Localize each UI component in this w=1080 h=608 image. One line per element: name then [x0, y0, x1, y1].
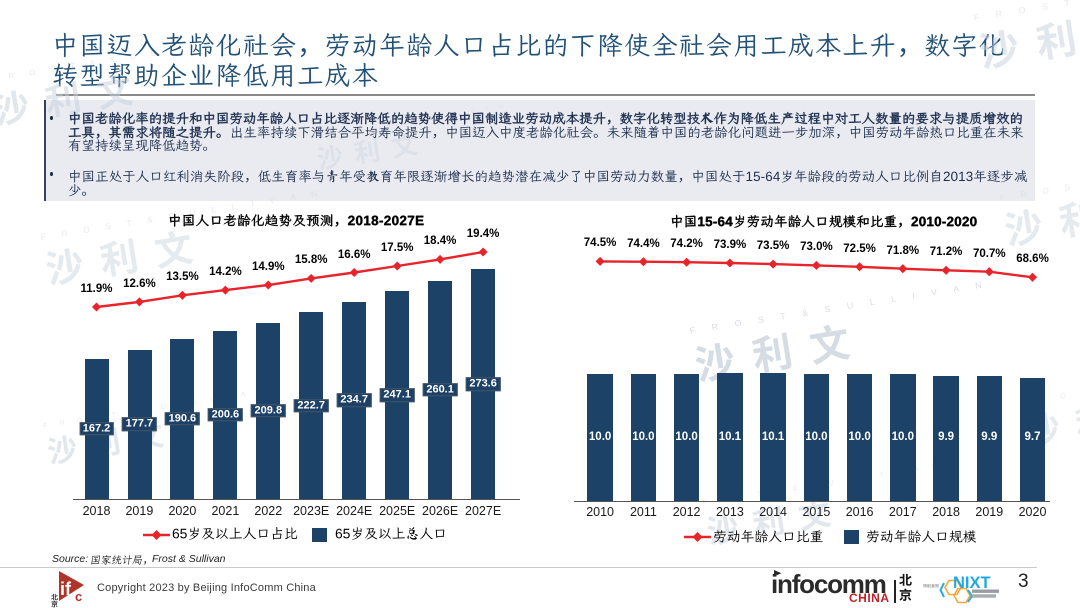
svg-text:if: if — [60, 579, 72, 599]
svg-text:NIXT: NIXT — [953, 574, 991, 592]
svg-text:c: c — [75, 589, 82, 604]
